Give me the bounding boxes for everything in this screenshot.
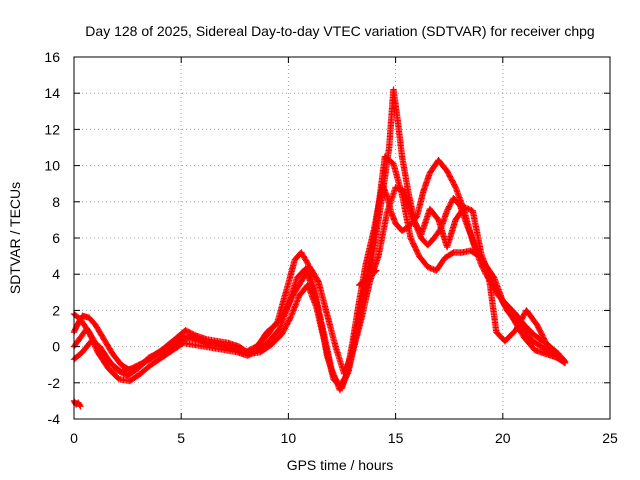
x-tick-label: 20 (495, 430, 511, 446)
data-point-markers (356, 267, 380, 289)
chart-title: Day 128 of 2025, Sidereal Day-to-day VTE… (85, 23, 594, 39)
y-tick-label: 10 (44, 158, 60, 174)
y-tick-label: 4 (52, 266, 60, 282)
y-tick-label: 0 (52, 339, 60, 355)
x-tick-label: 15 (388, 430, 404, 446)
data-points (70, 86, 569, 410)
x-tick-label: 0 (70, 430, 78, 446)
y-tick-label: -2 (48, 375, 61, 391)
y-tick-label: 2 (52, 302, 60, 318)
x-tick-label: 10 (281, 430, 297, 446)
y-tick-label: 16 (44, 49, 60, 65)
y-tick-labels: -4 -2 0 2 4 6 8 10 12 14 16 (44, 49, 60, 427)
x-axis-label: GPS time / hours (287, 457, 394, 473)
grid (74, 57, 610, 419)
x-tick-label: 25 (602, 430, 618, 446)
axis-ticks (73, 56, 611, 420)
x-tick-label: 5 (177, 430, 185, 446)
y-tick-label: 12 (44, 121, 60, 137)
series-track-f (356, 267, 380, 289)
x-tick-labels: 0 5 10 15 20 25 (70, 430, 618, 446)
y-tick-label: -4 (48, 411, 61, 427)
y-tick-label: 8 (52, 194, 60, 210)
y-tick-label: 6 (52, 230, 60, 246)
y-tick-label: 14 (44, 85, 60, 101)
y-axis-label: SDTVAR / TECUs (7, 182, 23, 294)
